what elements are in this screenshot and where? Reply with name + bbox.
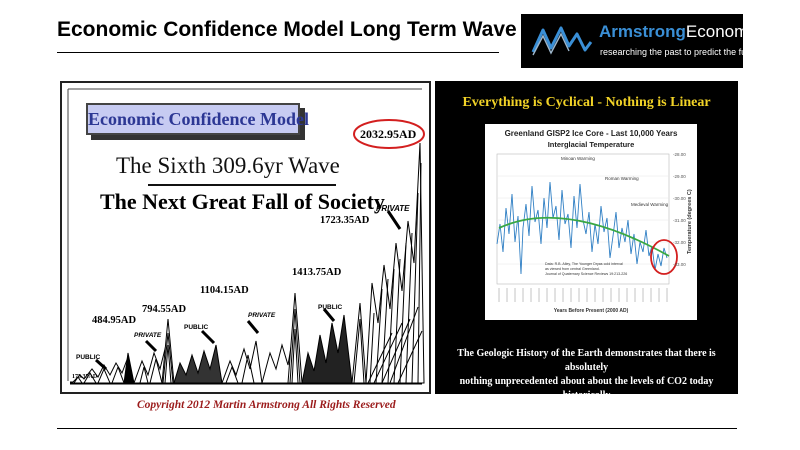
wave-subtitle: The Next Great Fall of Society (100, 189, 385, 214)
y-tick: -33.00 (673, 262, 686, 267)
x-axis-label: Years Before Present (2000 AD) (554, 308, 629, 314)
wave-drawing: 175.35AD 484.95AD 794.55AD 1104.15AD 141… (67, 88, 425, 385)
cycle-label-private-3: PRIVATE (376, 204, 410, 213)
wave-title: The Sixth 309.6yr Wave (116, 153, 340, 178)
title-underline (57, 52, 499, 53)
chart-title: Greenland GISP2 Ice Core - Last 10,000 Y… (504, 129, 678, 138)
source-note-line2: as viewed from central Greenland. (545, 267, 600, 271)
economic-confidence-model-panel: 175.35AD 484.95AD 794.55AD 1104.15AD 141… (60, 81, 431, 394)
cycle-label-public-1: PUBLIC (76, 354, 101, 361)
red-circle-highlight (650, 239, 678, 275)
bottom-rule (57, 428, 737, 429)
annotation-medieval: Medieval Warming (631, 202, 669, 207)
copyright-notice: Copyright 2012 Martin Armstrong All Righ… (137, 399, 396, 411)
annotation-roman: Roman Warming (605, 176, 639, 181)
caption-line-1: The Geologic History of the Earth demons… (457, 348, 716, 373)
temperature-plot: Minoan Warming Roman Warming Medieval Wa… (496, 152, 693, 314)
y-tick: -30.00 (673, 196, 686, 201)
model-title-box: Economic Confidence Model (86, 103, 309, 135)
year-label-1723: 1723.35AD (320, 215, 370, 226)
source-note-line1: Data: R.B. Alley, The Younger Dryas cold… (545, 262, 623, 266)
logo-wordmark: ArmstrongEconomics (599, 22, 770, 41)
panel-heading: Everything is Cyclical - Nothing is Line… (462, 95, 711, 110)
ice-core-panel: Everything is Cyclical - Nothing is Line… (435, 81, 738, 401)
caption-line-2: nothing unprecedented about about the le… (459, 376, 714, 401)
y-tick: -28.00 (673, 152, 686, 157)
armstrong-economics-logo: ArmstrongEconomics researching the past … (521, 14, 769, 68)
cycle-label-public-2: PUBLIC (184, 324, 209, 331)
y-tick: -29.00 (673, 174, 686, 179)
panel-caption: The Geologic History of the Earth demons… (435, 347, 738, 403)
y-tick: -32.00 (673, 240, 686, 245)
wave-title-underline (148, 184, 336, 186)
cycle-label-private-2: PRIVATE (248, 312, 276, 319)
year-label-484: 484.95AD (92, 315, 136, 326)
y-axis-label: Temperature (degrees C) (687, 189, 693, 254)
cycle-label-private-1: PRIVATE (134, 332, 162, 339)
year-label-175: 175.35AD (72, 374, 98, 380)
annotation-minoan: Minoan Warming (561, 156, 595, 161)
chart-subtitle: Interglacial Temperature (547, 140, 635, 149)
year-label-1104: 1104.15AD (200, 285, 249, 296)
logo-tagline: researching the past to predict the futu… (600, 47, 762, 57)
cycle-label-public-3: PUBLIC (318, 304, 343, 311)
source-note-line3: Journal of Quaternary Science Reviews 19… (545, 272, 627, 276)
red-circle-highlight (353, 119, 425, 149)
ice-core-chart: Greenland GISP2 Ice Core - Last 10,000 Y… (485, 124, 697, 320)
year-label-1413: 1413.75AD (292, 267, 342, 278)
y-tick: -31.00 (673, 218, 686, 223)
slide-title: Economic Confidence Model Long Term Wave (57, 18, 517, 41)
wave-logo-icon (531, 26, 593, 56)
year-label-794: 794.55AD (142, 304, 186, 315)
circled-year-label: 2032.95AD (360, 127, 417, 141)
